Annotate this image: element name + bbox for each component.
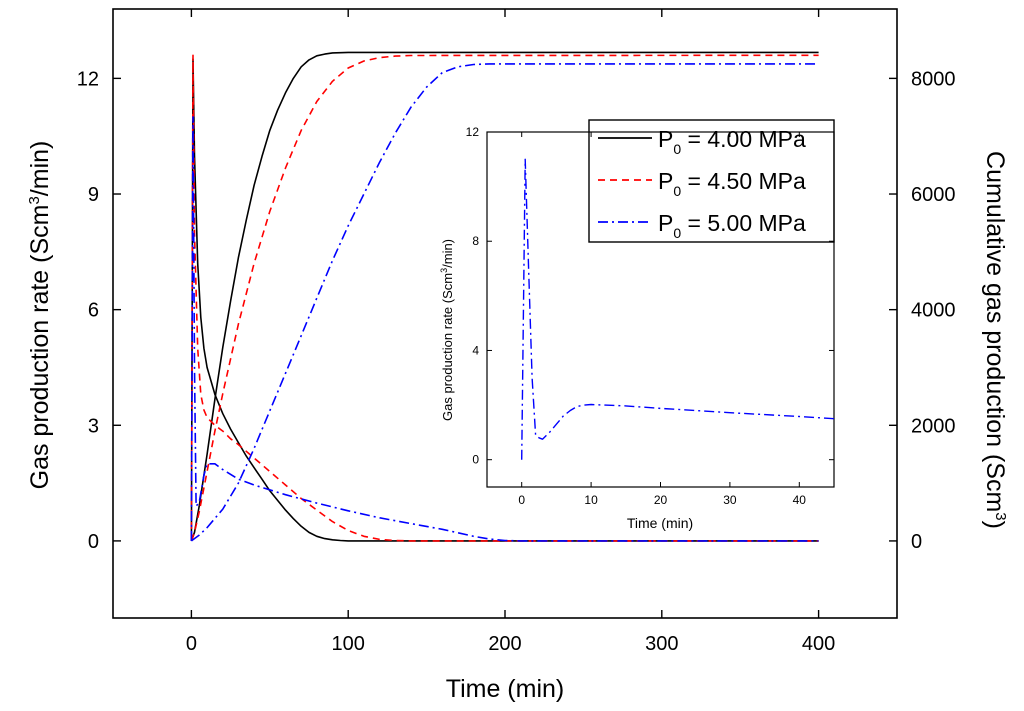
main-plot-area: [112, 8, 898, 619]
y-axis-right-title-sup: 3: [992, 512, 1009, 520]
main-series-group: [190, 51, 819, 542]
x-tick-label-300: 300: [645, 633, 678, 655]
inset-x-tick-label-30: 30: [723, 493, 737, 507]
series-line-4: [190, 116, 819, 542]
legend-label-5-00-suffix: = 5.00 MPa: [681, 210, 806, 236]
inset-x-tick-label-40: 40: [793, 493, 807, 507]
y-left-tick-label-6: 6: [88, 300, 99, 322]
inset-x-tick-label-20: 20: [654, 493, 668, 507]
y-right-tick-label-2000: 2000: [911, 415, 956, 437]
y-axis-right-title-end: ): [981, 521, 1009, 529]
y-axis-left-title-sup: 3: [26, 196, 43, 204]
x-tick-label-400: 400: [802, 633, 835, 655]
y-right-tick-label-4000: 4000: [911, 300, 956, 322]
legend-label-4-50-suffix: = 4.50 MPa: [681, 168, 806, 194]
inset-y-axis-title-main: Gas production rate (Scm: [440, 273, 455, 421]
inset-x-axis-title: Time (min): [627, 515, 693, 531]
legend-box: [588, 119, 835, 243]
legend-label-5-00-sub: 0: [673, 225, 681, 241]
y-axis-right-title-main: Cumulative gas production (Scm: [981, 151, 1009, 512]
inset-y-tick-label-12: 12: [466, 125, 480, 139]
inset-y-axis-title: Gas production rate (Scm3/min): [439, 239, 455, 421]
inset-y-axis-title-end: /min): [440, 239, 455, 268]
legend-label-5-00-prefix: P: [658, 210, 673, 236]
inset-axis-ticks: 0 10 20 30 40 0 4 8 12: [466, 125, 834, 507]
inset-y-tick-label-8: 8: [472, 234, 479, 248]
legend-label-4-00-suffix: = 4.00 MPa: [681, 126, 806, 152]
series-line-3: [190, 54, 819, 542]
legend-label-4-00-sub: 0: [673, 141, 681, 157]
series-line-1: [190, 51, 819, 542]
legend-label-4-50-sub: 0: [673, 183, 681, 199]
y-right-tick-label-6000: 6000: [911, 184, 956, 206]
legend: P0 = 4.00 MPa P0 = 4.50 MPa P0 = 5.00 MP…: [588, 119, 835, 243]
inset-series-group: [521, 158, 835, 460]
y-left-tick-label-12: 12: [77, 68, 99, 90]
y-axis-right-title: Cumulative gas production (Scm3): [981, 151, 1009, 529]
y-axis-left-title-main: Gas production rate (Scm: [26, 205, 54, 490]
y-left-tick-label-9: 9: [88, 184, 99, 206]
inset-x-tick-label-10: 10: [584, 493, 598, 507]
legend-label-4-50: P0 = 4.50 MPa: [658, 168, 806, 199]
inset-y-tick-label-4: 4: [472, 343, 479, 357]
inset-series-line-0: [521, 158, 835, 460]
y-right-tick-label-8000: 8000: [911, 68, 956, 90]
y-left-tick-label-0: 0: [88, 531, 99, 553]
legend-label-4-50-prefix: P: [658, 168, 673, 194]
series-line-2: [190, 54, 819, 542]
y-right-tick-label-0: 0: [911, 531, 922, 553]
x-tick-label-100: 100: [332, 633, 365, 655]
x-tick-label-200: 200: [488, 633, 521, 655]
y-left-tick-label-3: 3: [88, 415, 99, 437]
inset-y-axis-title-sup: 3: [439, 268, 449, 273]
x-axis-title: Time (min): [446, 675, 565, 703]
inset-x-tick-label-0: 0: [518, 493, 525, 507]
x-tick-label-0: 0: [186, 633, 197, 655]
legend-label-5-00: P0 = 5.00 MPa: [658, 210, 806, 241]
inset-y-tick-label-0: 0: [472, 453, 479, 467]
y-axis-left-title: Gas production rate (Scm3/min): [26, 141, 54, 490]
legend-label-4-00-prefix: P: [658, 126, 673, 152]
y-axis-left-title-end: /min): [26, 141, 54, 197]
series-line-0: [190, 58, 819, 542]
series-line-5: [190, 63, 819, 542]
